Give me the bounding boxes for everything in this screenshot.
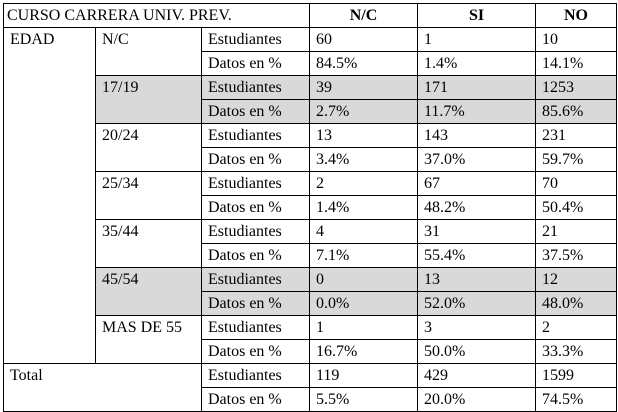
measure-label: Estudiantes <box>201 75 310 100</box>
count-cell: 13 <box>309 123 418 148</box>
age-group-label: 17/19 <box>95 75 202 124</box>
header-row: CURSO CARRERA UNIV. PREV. N/C SI NO <box>3 3 617 28</box>
percent-cell: 1.4% <box>417 51 536 76</box>
table-row: Datos en % 3.4% 37.0% 59.7% <box>4 147 617 172</box>
measure-label: Estudiantes <box>201 171 310 196</box>
count-cell: 231 <box>535 123 617 148</box>
count-cell: 143 <box>417 123 536 148</box>
count-cell: 67 <box>417 171 536 196</box>
percent-cell: 52.0% <box>417 291 536 316</box>
measure-label: Datos en % <box>201 387 310 412</box>
measure-label: Estudiantes <box>201 123 310 148</box>
percent-cell: 33.3% <box>535 339 617 364</box>
data-table: CURSO CARRERA UNIV. PREV. N/C SI NO EDAD… <box>3 3 617 412</box>
count-cell: 1 <box>309 315 418 340</box>
count-cell: 4 <box>309 219 418 244</box>
total-row: Total Estudiantes 119 429 1599 <box>3 363 617 412</box>
count-cell: 21 <box>535 219 617 244</box>
measure-label: Estudiantes <box>201 315 310 340</box>
count-cell: 2 <box>535 315 617 340</box>
count-cell: 0 <box>309 267 418 292</box>
measure-label: Datos en % <box>201 243 310 268</box>
count-cell: 1253 <box>535 75 617 100</box>
percent-cell: 84.5% <box>309 51 418 76</box>
total-count-cell: 119 <box>309 363 418 388</box>
total-count-cell: 1599 <box>535 363 617 388</box>
percent-cell: 48.2% <box>417 195 536 220</box>
percent-cell: 11.7% <box>417 99 536 124</box>
count-cell: 12 <box>535 267 617 292</box>
count-cell: 10 <box>535 27 617 52</box>
column-header: N/C <box>309 3 418 28</box>
age-group-label: 45/54 <box>95 267 202 316</box>
table-title: CURSO CARRERA UNIV. PREV. <box>3 3 310 28</box>
percent-cell: 55.4% <box>417 243 536 268</box>
table-row: 17/19 Estudiantes 39 171 1253 <box>3 75 617 124</box>
percent-cell: 37.0% <box>417 147 536 172</box>
count-cell: 2 <box>309 171 418 196</box>
age-group-label: 20/24 <box>95 123 202 172</box>
count-cell: 39 <box>309 75 418 100</box>
total-row: Datos en % 5.5% 20.0% 74.5% <box>4 387 617 412</box>
percent-cell: 0.0% <box>309 291 418 316</box>
table-row: 25/34 Estudiantes 2 67 70 <box>4 171 617 220</box>
row-group-label: EDAD <box>3 27 96 364</box>
table-row: 35/44 Estudiantes 4 31 21 <box>4 219 617 268</box>
count-cell: 60 <box>309 27 418 52</box>
measure-label: Estudiantes <box>201 267 310 292</box>
table-body: CURSO CARRERA UNIV. PREV. N/C SI NO EDAD… <box>3 3 617 412</box>
total-label: Total <box>3 363 202 412</box>
count-cell: 31 <box>417 219 536 244</box>
percent-cell: 50.0% <box>417 339 536 364</box>
table-row: 45/54 Estudiantes 0 13 12 <box>3 267 617 316</box>
count-cell: 13 <box>417 267 536 292</box>
table-row: 20/24 Estudiantes 13 143 231 <box>4 123 617 172</box>
total-count-cell: 429 <box>417 363 536 388</box>
table-row: Datos en % 16.7% 50.0% 33.3% <box>4 339 617 364</box>
total-percent-cell: 74.5% <box>535 387 617 412</box>
measure-label: Datos en % <box>201 51 310 76</box>
column-header: NO <box>535 3 617 28</box>
percent-cell: 7.1% <box>309 243 418 268</box>
percent-cell: 16.7% <box>309 339 418 364</box>
count-cell: 171 <box>417 75 536 100</box>
measure-label: Estudiantes <box>201 363 310 388</box>
total-percent-cell: 20.0% <box>417 387 536 412</box>
total-percent-cell: 5.5% <box>309 387 418 412</box>
age-group-label: 25/34 <box>95 171 202 220</box>
measure-label: Estudiantes <box>201 219 310 244</box>
percent-cell: 1.4% <box>309 195 418 220</box>
measure-label: Datos en % <box>201 147 310 172</box>
column-header: SI <box>417 3 536 28</box>
measure-label: Estudiantes <box>201 27 310 52</box>
table-row: Datos en % 7.1% 55.4% 37.5% <box>4 243 617 268</box>
table-row: Datos en % 84.5% 1.4% 14.1% <box>4 51 617 76</box>
percent-cell: 50.4% <box>535 195 617 220</box>
percent-cell: 37.5% <box>535 243 617 268</box>
measure-label: Datos en % <box>201 195 310 220</box>
age-group-label: 35/44 <box>95 219 202 268</box>
table-row: MAS DE 55 Estudiantes 1 3 2 <box>4 315 617 364</box>
table-row: Datos en % 1.4% 48.2% 50.4% <box>4 195 617 220</box>
table-row: EDAD N/C Estudiantes 60 1 10 <box>3 27 617 364</box>
count-cell: 70 <box>535 171 617 196</box>
count-cell: 1 <box>417 27 536 52</box>
percent-cell: 3.4% <box>309 147 418 172</box>
measure-label: Datos en % <box>201 339 310 364</box>
percent-cell: 48.0% <box>535 291 617 316</box>
age-group-label: N/C <box>95 27 202 76</box>
age-group-label: MAS DE 55 <box>95 315 202 364</box>
percent-cell: 85.6% <box>535 99 617 124</box>
percent-cell: 14.1% <box>535 51 617 76</box>
percent-cell: 2.7% <box>309 99 418 124</box>
measure-label: Datos en % <box>201 99 310 124</box>
count-cell: 3 <box>417 315 536 340</box>
measure-label: Datos en % <box>201 291 310 316</box>
percent-cell: 59.7% <box>535 147 617 172</box>
